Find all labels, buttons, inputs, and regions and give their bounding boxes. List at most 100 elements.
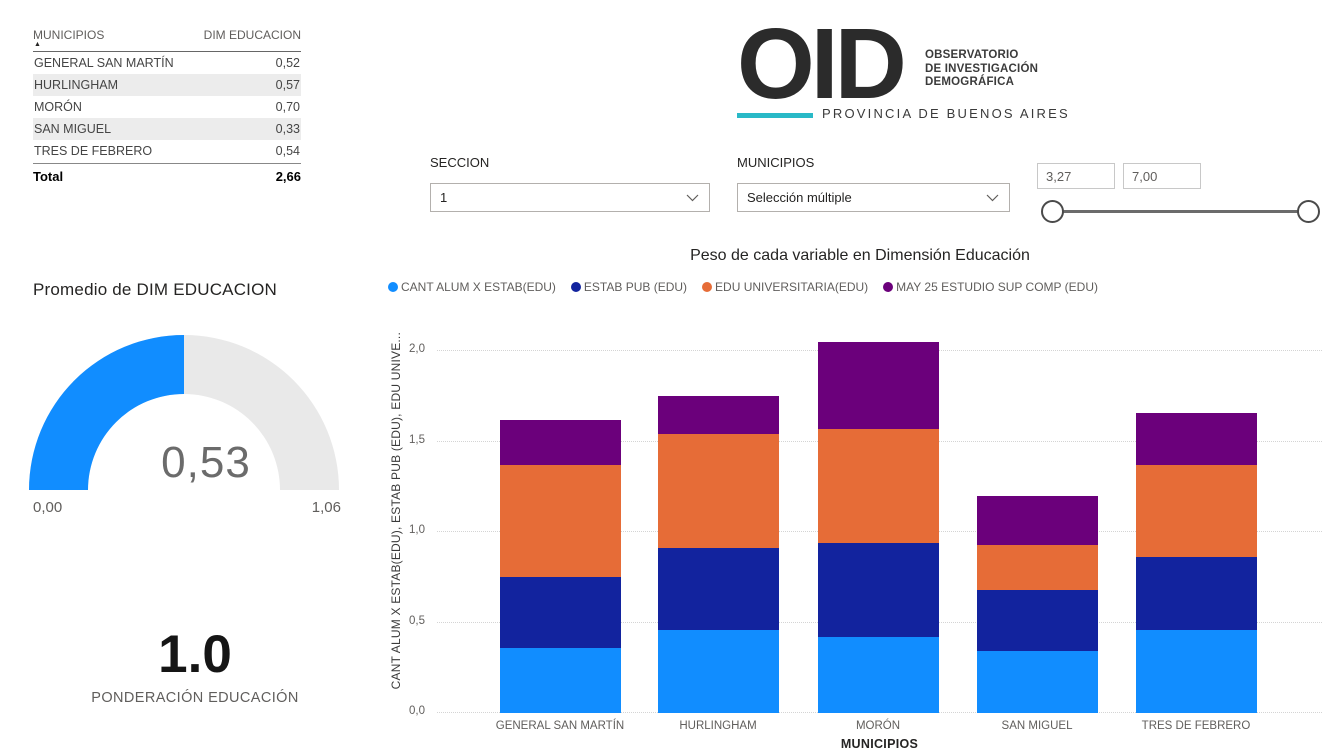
range-slider-handle-max[interactable] [1297, 200, 1320, 223]
x-axis-category-label: MORÓN [855, 720, 901, 732]
bar-segment[interactable] [1135, 412, 1257, 466]
logo-org-line1: OBSERVATORIO [925, 49, 1019, 61]
municipios-table: MUNICIPIOS DIM EDUCACION ▲ GENERAL SAN M… [33, 28, 301, 188]
legend-dot-icon [883, 282, 894, 292]
table-cell-municipio: MORÓN [34, 100, 82, 114]
bar-segment[interactable] [976, 589, 1098, 652]
logo-region-text: PROVINCIA DE BUENOS AIRES [822, 106, 1070, 121]
bar-chart-plot-area [437, 341, 1322, 713]
municipios-dropdown-value: Selección múltiple [747, 190, 852, 205]
stacked-bar-tres-de-febrero[interactable] [1135, 412, 1257, 713]
y-axis-tick-label: 0,5 [409, 614, 425, 627]
range-max-input[interactable]: 7,00 [1123, 163, 1201, 189]
table-row[interactable]: TRES DE FEBRERO 0,54 [33, 140, 301, 162]
bar-segment[interactable] [976, 495, 1098, 545]
bar-segment[interactable] [1135, 629, 1257, 713]
table-total-label: Total [33, 168, 64, 184]
logo-org-name: OBSERVATORIO DE INVESTIGACIÓN DEMOGRÁFIC… [925, 49, 1038, 90]
range-min-input[interactable]: 3,27 [1037, 163, 1115, 189]
table-column-municipios[interactable]: MUNICIPIOS [33, 28, 105, 42]
stacked-bar-morón[interactable] [817, 341, 939, 713]
ponderacion-kpi-label: PONDERACIÓN EDUCACIÓN [91, 690, 299, 706]
table-header[interactable]: MUNICIPIOS DIM EDUCACION ▲ [33, 28, 301, 52]
table-body: GENERAL SAN MARTÍN 0,52 HURLINGHAM 0,57 MORÓ… [33, 52, 301, 162]
table-cell-valor: 0,54 [275, 144, 300, 158]
bar-segment[interactable] [1135, 557, 1257, 630]
gauge-fill-arc [29, 335, 184, 490]
bar-segment[interactable] [657, 434, 779, 549]
chevron-down-icon[interactable] [686, 190, 699, 205]
y-axis-tick-label: 0,0 [409, 705, 425, 717]
gauge-max-label: 1,06 [311, 499, 341, 516]
municipios-dropdown[interactable]: Selección múltiple [737, 183, 1010, 212]
y-axis-tick-label: 1,5 [409, 433, 425, 446]
bar-segment[interactable] [976, 544, 1098, 590]
y-axis-tick-label: 2,0 [409, 343, 425, 355]
table-row[interactable]: MORÓN 0,70 [33, 96, 301, 118]
stacked-bar-general-san-martín[interactable] [499, 419, 621, 713]
table-cell-valor: 0,33 [275, 122, 300, 136]
bar-segment[interactable] [657, 548, 779, 630]
chevron-down-icon[interactable] [986, 190, 999, 205]
ponderacion-kpi-value: 1.0 [158, 625, 232, 684]
bar-segment[interactable] [1135, 465, 1257, 558]
x-axis-category-label: HURLINGHAM [679, 720, 757, 732]
table-total-row: Total 2,66 [33, 163, 301, 188]
table-cell-valor: 0,70 [275, 100, 300, 114]
range-slider-handle-min[interactable] [1041, 200, 1064, 223]
chart-legend: CANT ALUM X ESTAB(EDU) ESTAB PUB (EDU) EDU… [388, 280, 1098, 294]
bar-segment[interactable] [499, 577, 621, 648]
legend-dot-icon [570, 282, 581, 292]
bar-segment[interactable] [499, 647, 621, 713]
bar-chart-title: Peso de cada variable en Dimensión Educa… [690, 247, 1030, 264]
table-cell-valor: 0,52 [275, 56, 300, 70]
y-axis-tick-label: 1,0 [409, 524, 425, 536]
logo-org-line3: DEMOGRÁFICA [925, 76, 1015, 88]
legend-label: MAY 25 ESTUDIO SUP COMP (EDU) [896, 280, 1098, 294]
table-row[interactable]: SAN MIGUEL 0,33 [33, 118, 301, 140]
table-cell-municipio: SAN MIGUEL [34, 122, 112, 136]
legend-item[interactable]: MAY 25 ESTUDIO SUP COMP (EDU) [883, 280, 1098, 294]
table-row[interactable]: GENERAL SAN MARTÍN 0,52 [33, 52, 301, 74]
x-axis-category-label: SAN MIGUEL [1001, 720, 1073, 732]
bar-segment[interactable] [657, 396, 779, 435]
legend-label: ESTAB PUB (EDU) [583, 280, 688, 294]
legend-item[interactable]: CANT ALUM X ESTAB(EDU) [388, 280, 556, 294]
seccion-dropdown-value: 1 [440, 190, 448, 205]
gauge-min-label: 0,00 [33, 499, 63, 516]
seccion-slicer-label: SECCION [430, 155, 490, 170]
y-axis-title-text: CANT ALUM X ESTAB(EDU), ESTAB PUB (EDU),… [389, 332, 403, 690]
table-row[interactable]: HURLINGHAM 0,57 [33, 74, 301, 96]
table-cell-municipio: HURLINGHAM [34, 78, 119, 92]
bar-segment[interactable] [976, 651, 1098, 713]
legend-item[interactable]: ESTAB PUB (EDU) [570, 280, 688, 294]
sort-ascending-icon[interactable]: ▲ [34, 41, 41, 48]
bar-segment[interactable] [657, 629, 779, 713]
table-total-value: 2,66 [275, 168, 301, 184]
x-axis-category-label: GENERAL SAN MARTÍN [495, 720, 625, 732]
range-slider-track[interactable] [1053, 210, 1309, 213]
table-column-dim-educacion[interactable]: DIM EDUCACION [203, 28, 301, 42]
bar-segment[interactable] [817, 636, 939, 713]
bar-segment[interactable] [499, 419, 621, 466]
stacked-bar-hurlingham[interactable] [657, 396, 779, 713]
y-axis-title: CANT ALUM X ESTAB(EDU), ESTAB PUB (EDU),… [388, 305, 404, 717]
bar-segment[interactable] [817, 341, 939, 429]
x-axis-category-label: TRES DE FEBRERO [1141, 720, 1251, 732]
bar-segment[interactable] [499, 465, 621, 578]
gauge-chart[interactable] [28, 273, 348, 513]
x-axis-title: MUNICIPIOS [840, 737, 919, 751]
legend-label: CANT ALUM X ESTAB(EDU) [401, 280, 556, 294]
table-cell-valor: 0,57 [275, 78, 300, 92]
stacked-bar-san-miguel[interactable] [976, 495, 1098, 713]
municipios-slicer-label: MUNICIPIOS [737, 155, 815, 170]
bar-segment[interactable] [817, 428, 939, 543]
legend-item[interactable]: EDU UNIVERSITARIA(EDU) [702, 280, 868, 294]
table-cell-municipio: GENERAL SAN MARTÍN [34, 56, 174, 70]
table-cell-municipio: TRES DE FEBRERO [34, 144, 153, 158]
bar-segment[interactable] [817, 542, 939, 637]
gauge-value: 0,53 [161, 438, 251, 487]
legend-dot-icon [388, 282, 398, 292]
seccion-dropdown[interactable]: 1 [430, 183, 710, 212]
logo-accent-bar [737, 113, 813, 118]
